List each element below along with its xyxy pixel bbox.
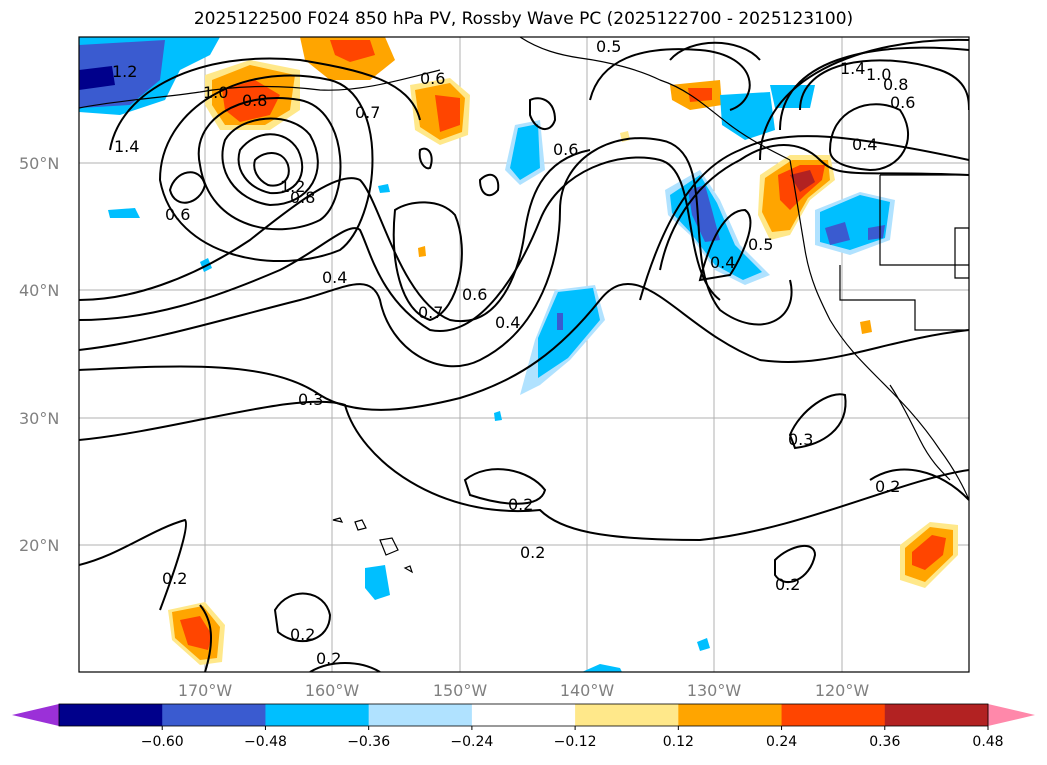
contour-label: 0.7 bbox=[355, 103, 380, 122]
contour-label: 0.6 bbox=[462, 285, 487, 304]
colorbar-tick-label: −0.60 bbox=[141, 734, 184, 750]
colorbar-tick-label: −0.12 bbox=[554, 734, 597, 750]
colorbar-tick-label: 0.36 bbox=[869, 734, 900, 750]
contour-label: 0.6 bbox=[890, 93, 915, 112]
map-title: 2025122500 F024 850 hPa PV, Rossby Wave … bbox=[193, 9, 854, 29]
lon-label: 160°W bbox=[305, 681, 360, 700]
contour-label: 0.2 bbox=[162, 569, 187, 588]
contour-label: 0.2 bbox=[520, 543, 545, 562]
contour-label: 0.8 bbox=[883, 75, 908, 94]
longitude-labels: 170°W 160°W 150°W 140°W 130°W 120°W bbox=[178, 681, 870, 700]
colorbar-cell bbox=[162, 704, 266, 726]
contour-label: 0.4 bbox=[710, 253, 735, 272]
lon-label: 120°W bbox=[815, 681, 870, 700]
contour-label: 0.6 bbox=[165, 205, 190, 224]
colorbar-tick-label: 0.48 bbox=[972, 734, 1003, 750]
colorbar-cell bbox=[781, 704, 886, 726]
colorbar-tick-label: 0.12 bbox=[663, 734, 694, 750]
colorbar-cell bbox=[368, 704, 473, 726]
contour-label: 1.0 bbox=[866, 65, 891, 84]
colorbar-extend-low bbox=[12, 704, 59, 726]
contour-label: 1.2 bbox=[280, 177, 305, 196]
colorbar-cells bbox=[59, 704, 989, 726]
contour-label: 0.2 bbox=[775, 575, 800, 594]
map-frame bbox=[78, 36, 970, 673]
latitude-labels: 50°N 40°N 30°N 20°N bbox=[19, 154, 59, 555]
contour-label: 1.4 bbox=[114, 137, 139, 156]
colorbar-ticks: −0.60 −0.48 −0.36 −0.24 −0.12 0.12 0.24 0.36 0.4… bbox=[141, 726, 1004, 750]
contour-label: 0.6 bbox=[420, 69, 445, 88]
lon-label: 170°W bbox=[178, 681, 233, 700]
colorbar-cell bbox=[884, 704, 989, 726]
contour-label: 0.8 bbox=[290, 188, 315, 207]
contour-label: 0.2 bbox=[316, 649, 341, 668]
colorbar-cell bbox=[471, 704, 576, 726]
lat-label: 20°N bbox=[19, 536, 59, 555]
contour-label: 0.5 bbox=[596, 37, 621, 56]
colorbar-cell bbox=[678, 704, 783, 726]
contour-label: 0.7 bbox=[418, 303, 443, 322]
coastlines bbox=[79, 37, 969, 574]
colorbar-tick-label: −0.36 bbox=[347, 734, 390, 750]
contour-label: 0.2 bbox=[290, 625, 315, 644]
colorbar-cell bbox=[59, 704, 163, 726]
lat-label: 50°N bbox=[19, 154, 59, 173]
lat-label: 30°N bbox=[19, 409, 59, 428]
contour-label: 0.4 bbox=[495, 313, 520, 332]
contour-label: 0.4 bbox=[322, 268, 347, 287]
colorbar: −0.60 −0.48 −0.36 −0.24 −0.12 0.12 0.24 0.36 0.4… bbox=[12, 703, 1035, 750]
contour-label: 0.2 bbox=[508, 495, 533, 514]
colorbar-frame bbox=[58, 703, 989, 727]
pv-contours bbox=[79, 38, 969, 672]
contour-label: 0.4 bbox=[852, 135, 877, 154]
contour-label: 1.0 bbox=[203, 83, 228, 102]
lon-label: 140°W bbox=[560, 681, 615, 700]
lon-label: 150°W bbox=[433, 681, 488, 700]
contour-label: 1.4 bbox=[840, 59, 865, 78]
colorbar-cell bbox=[575, 704, 679, 726]
colorbar-tick-label: −0.24 bbox=[450, 734, 493, 750]
contour-labels: 1.2 1.0 0.8 1.4 1.2 0.8 0.6 0.6 0.7 0.5 … bbox=[112, 37, 915, 668]
colorbar-tick-label: 0.24 bbox=[766, 734, 797, 750]
colorbar-tick-label: −0.48 bbox=[244, 734, 287, 750]
contour-label: 0.2 bbox=[875, 477, 900, 496]
contour-label: 0.8 bbox=[242, 91, 267, 110]
colorbar-extend-high bbox=[988, 704, 1035, 726]
contour-label: 0.6 bbox=[553, 140, 578, 159]
lon-label: 130°W bbox=[687, 681, 742, 700]
colorbar-cell bbox=[265, 704, 370, 726]
contour-label: 0.5 bbox=[748, 235, 773, 254]
contour-label: 0.3 bbox=[788, 430, 813, 449]
lat-label: 40°N bbox=[19, 281, 59, 300]
contour-label: 1.2 bbox=[112, 62, 137, 81]
contour-label: 0.3 bbox=[298, 390, 323, 409]
